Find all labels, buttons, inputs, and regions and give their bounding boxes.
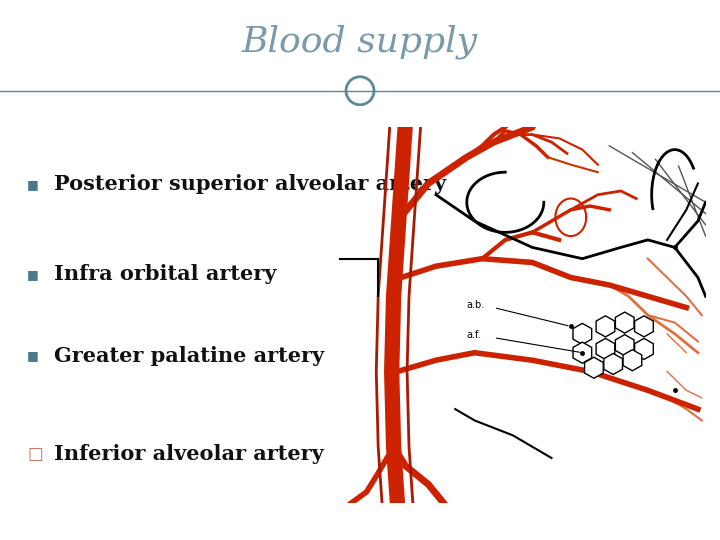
Text: □: □ xyxy=(27,446,43,463)
Text: ■: ■ xyxy=(27,268,39,281)
Text: a.f.: a.f. xyxy=(467,329,482,340)
Text: Blood supply: Blood supply xyxy=(242,25,478,59)
Text: a.b.: a.b. xyxy=(467,300,485,309)
Text: Greater palatine artery: Greater palatine artery xyxy=(54,346,324,366)
Text: Inferior alveolar artery: Inferior alveolar artery xyxy=(54,444,324,464)
Text: ■: ■ xyxy=(27,178,39,191)
Text: Posterior superior alveolar artery: Posterior superior alveolar artery xyxy=(54,174,446,194)
Text: Infra orbital artery: Infra orbital artery xyxy=(54,264,276,284)
Text: ■: ■ xyxy=(27,349,39,362)
